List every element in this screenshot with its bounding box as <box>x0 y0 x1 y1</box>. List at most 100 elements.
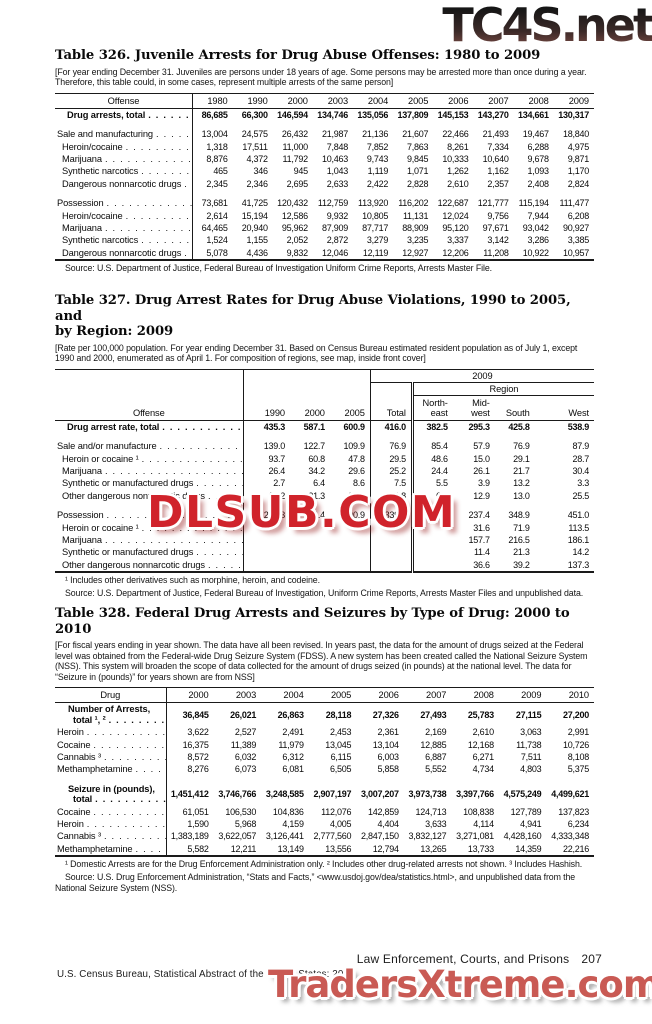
cell-value: 143,270 <box>477 109 509 120</box>
cell-value: 27,326 <box>372 709 399 720</box>
header-row: Offense 1980 1990 2000 2003 2004 2005 2006 2007… <box>55 93 594 109</box>
row-label: Dangerous nonnarcotic drugs <box>62 178 182 189</box>
cell-value <box>329 533 371 547</box>
row-label: Dangerous nonnarcotic drugs <box>62 247 182 258</box>
cell-value: 2,408 <box>527 178 549 189</box>
dot-leader <box>133 764 166 774</box>
cell-value: 9,932 <box>326 210 349 221</box>
cell-value: 7,511 <box>520 752 542 762</box>
cell-value: 106,530 <box>225 806 257 817</box>
cell-value: 2,052 <box>286 235 309 246</box>
cell-value: 587.1 <box>303 421 326 432</box>
table-row: Synthetic or manufactured drugs 2.7 6.4 8.6… <box>55 477 594 490</box>
row-label-cell: Marijuana <box>55 533 244 547</box>
row-label: Synthetic narcotics <box>62 166 139 177</box>
cell-value: 7,863 <box>407 141 429 152</box>
cell-value: 12,885 <box>420 739 447 750</box>
cell-value: 9,743 <box>366 153 389 164</box>
cell-value: 113.5 <box>568 522 589 533</box>
table-row: Other dangerous nonnarcotic drugs 36.6 39.… <box>55 558 594 573</box>
cell-value: 3,126,441 <box>265 831 304 842</box>
cell-value: 120,432 <box>277 198 308 209</box>
cell-value: 3,746,766 <box>218 789 257 800</box>
cell-value: 12,927 <box>402 247 429 258</box>
cell-value: 21,136 <box>362 129 389 140</box>
cell-value: 9,871 <box>567 153 590 164</box>
row-label: Methamphetamine <box>57 764 133 775</box>
cell-value: 137,823 <box>558 806 589 817</box>
offense-column-header: Offense <box>55 369 244 421</box>
cell-value: 7.5 <box>370 477 414 490</box>
cell-value: 6,073 <box>234 764 257 775</box>
cell-value: 26.4 <box>268 465 286 476</box>
cell-value: 135,056 <box>357 109 389 120</box>
cell-value: 5,375 <box>567 764 590 775</box>
year-column-header: 2010 <box>546 687 594 704</box>
table-row: Synthetic narcotics 1,524 1,155 2,052 2,872 3… <box>55 234 594 247</box>
cell-value: 88,909 <box>402 222 429 233</box>
cell-value: 26,432 <box>281 129 308 140</box>
dot-leader <box>106 715 165 725</box>
cell-value: 16,375 <box>182 739 209 750</box>
table-row: Methamphetamine 5,582 12,211 13,149 13,556 12… <box>55 842 594 857</box>
cell-value: 112,759 <box>317 198 349 209</box>
table-row: Cannabis ³ 8,572 6,032 6,312 6,115 6,003 6,887… <box>55 751 594 764</box>
cell-value <box>370 558 414 573</box>
row-label: total ¹, ² <box>73 714 106 725</box>
cell-value: 57.9 <box>473 441 490 452</box>
table-326-section: Table 326. Juvenile Arrests for Drug Abu… <box>55 48 594 274</box>
cell-value: 3.3 <box>577 478 589 489</box>
cell-value: 30.4 <box>572 465 589 476</box>
cell-value: 87.9 <box>572 441 589 452</box>
cell-value: 3,337 <box>447 235 469 246</box>
cell-value: 2,824 <box>567 178 590 189</box>
cell-value: 6,505 <box>329 764 352 775</box>
cell-value: 76.9 <box>370 440 414 453</box>
table-327-footnote: ¹ Includes other derivatives such as mor… <box>65 575 320 586</box>
year-column-header: 2003 <box>213 687 262 704</box>
cell-value: 10,805 <box>362 210 389 221</box>
cell-value: 12,024 <box>442 210 469 221</box>
cell-value: 76.9 <box>513 441 530 452</box>
row-label-cell: Cannabis ³ <box>55 830 167 843</box>
row-label: Drug arrest rate, total <box>67 421 160 432</box>
year-column-header: 2005 <box>393 93 434 109</box>
cell-value <box>329 546 371 559</box>
row-label: total <box>73 794 93 805</box>
cell-value: 435.3 <box>263 421 286 432</box>
cell-value <box>243 559 290 572</box>
row-label: Methamphetamine <box>57 843 133 854</box>
cell-value: 13,104 <box>372 739 399 750</box>
row-label-cell: Synthetic or manufactured drugs <box>55 546 244 559</box>
cell-value: 29.6 <box>329 464 371 478</box>
cell-value: 27,200 <box>562 709 589 720</box>
cell-value: 109.9 <box>329 440 371 453</box>
cell-value: 9,756 <box>487 210 509 221</box>
cell-value: 186.1 <box>567 534 590 545</box>
cell-value: 10,333 <box>442 153 469 164</box>
cell-value: 124,713 <box>415 806 447 817</box>
table-row: Seizure in (pounds),total1,451,4123,746,… <box>55 782 594 806</box>
cell-value: 13,149 <box>277 843 304 854</box>
region-spanner: Region <box>410 382 594 396</box>
cell-value: 5,968 <box>234 819 257 830</box>
cell-value: 130,317 <box>558 109 589 120</box>
drug-column-header: Drug <box>55 687 167 704</box>
cell-value: 13,265 <box>420 843 447 854</box>
cell-value: 6,271 <box>472 752 495 762</box>
cell-value: 14.2 <box>572 547 589 558</box>
spacer-row <box>55 502 594 510</box>
cell-value: 4,333,348 <box>551 831 589 842</box>
cell-value <box>329 558 371 573</box>
row-label-cell: Heroin <box>55 726 167 739</box>
cell-value: 12,586 <box>281 210 308 221</box>
cell-value: 146,594 <box>277 109 308 120</box>
cell-value: 6,208 <box>567 210 590 221</box>
dot-leader <box>133 844 166 854</box>
cell-value: 108,838 <box>463 806 494 817</box>
cell-value: 465 <box>213 166 228 177</box>
spacer-row <box>55 190 594 198</box>
row-label-cell: Cannabis ³ <box>55 751 167 764</box>
cell-value: 2,345 <box>206 178 228 189</box>
cell-value: 3,622 <box>187 727 209 738</box>
